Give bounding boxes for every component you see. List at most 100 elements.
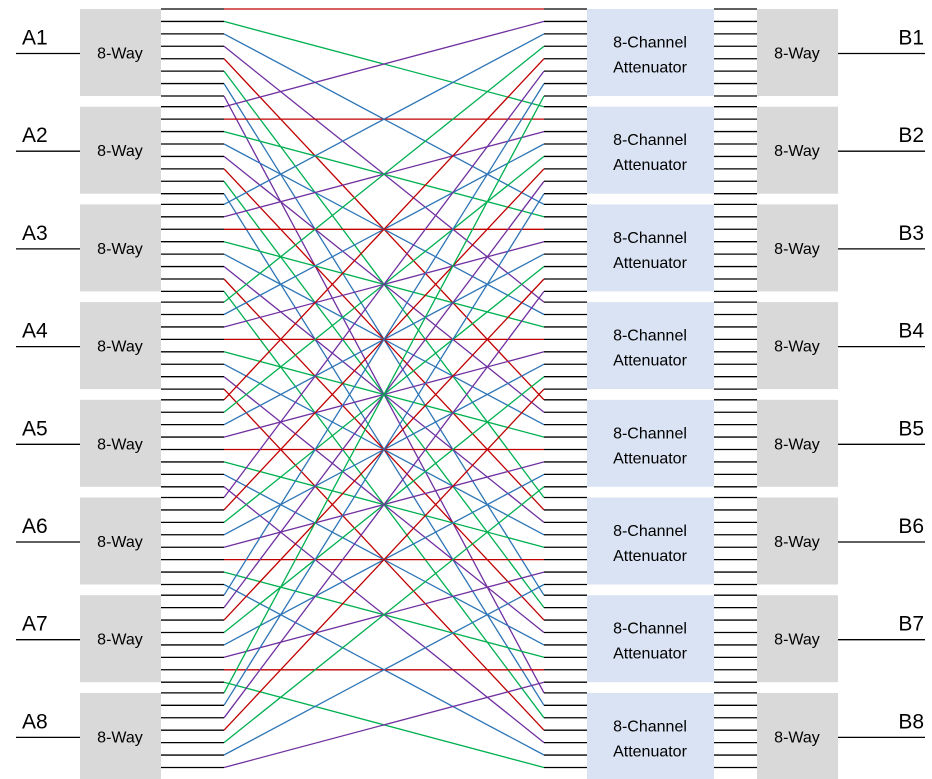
output-splitter-box [757,302,838,390]
interconnect-line [223,388,545,731]
output-port-label: B1 [898,27,924,50]
attenuator-label-line1: 8-Channel [613,35,687,52]
input-splitter-box [80,204,161,292]
input-splitter-box [80,302,161,390]
output-splitter-box [757,106,838,194]
input-splitter-label: 8-Way [97,534,143,551]
input-block: A5 8-Way [16,399,224,488]
attenuator-label-line1: 8-Channel [613,132,687,149]
attenuator-box [587,106,714,194]
input-splitter-label: 8-Way [97,729,143,746]
attenuator-label-line1: 8-Channel [613,718,687,735]
output-splitter-box [757,692,838,779]
interconnect-line [223,95,545,694]
input-block: A2 8-Way [16,106,224,195]
output-port-label: B3 [898,222,924,245]
attenuator-block: 8-Channel Attenuator [544,301,757,390]
output-splitter-box [757,595,838,683]
input-port-label: A2 [22,124,48,147]
output-splitter-label: 8-Way [774,729,820,746]
attenuator-label-line2: Attenuator [613,450,688,467]
interconnect-line [223,58,545,401]
output-splitter-box [757,497,838,585]
output-block: 8-Way B7 [757,595,925,683]
attenuator-label-line2: Attenuator [613,646,688,663]
attenuator-box [587,204,714,292]
attenuator-box [587,399,714,487]
output-block: 8-Way B1 [757,9,925,96]
input-block: A7 8-Way [16,594,224,683]
output-splitter-box [757,399,838,487]
interconnect-line [223,486,545,744]
output-splitter-label: 8-Way [774,632,820,649]
input-splitter-label: 8-Way [97,339,143,356]
attenuator-block: 8-Channel Attenuator [544,106,757,195]
input-port-label: A8 [22,710,48,733]
attenuator-column: 8-ChannelAttenuator8-ChannelAttenuator8-… [544,8,757,779]
interconnect-line [223,193,545,706]
input-port-label: A1 [22,27,48,50]
input-splitter-label: 8-Way [97,241,143,258]
attenuator-label-line2: Attenuator [613,548,688,565]
output-port-label: B8 [898,710,924,733]
interconnect-lines [223,8,545,769]
input-splitter-label: 8-Way [97,46,143,63]
input-block: A8 8-Way [16,692,224,779]
input-port-label: A5 [22,417,48,440]
attenuator-label-line2: Attenuator [613,60,688,77]
input-block: A4 8-Way [16,301,224,390]
attenuator-block: 8-Channel Attenuator [544,203,757,293]
interconnect-line [223,83,545,596]
output-block: 8-Way B4 [757,302,925,390]
input-splitter-box [80,595,161,683]
output-splitter-label: 8-Way [774,534,820,551]
input-port-label: A3 [22,222,48,245]
interconnect-line [223,583,545,756]
attenuator-block: 8-Channel Attenuator [544,692,757,779]
input-port-label: A6 [22,515,48,538]
input-splitter-box [80,692,161,779]
input-splitter-label: 8-Way [97,632,143,649]
interconnect-line [223,681,545,769]
output-splitter-box [757,9,838,96]
output-splitter-box [757,204,838,292]
input-splitter-label: 8-Way [97,143,143,160]
attenuator-label-line2: Attenuator [613,353,688,370]
interconnect-line [223,45,545,303]
output-port-label: B4 [898,320,924,343]
output-block: 8-Way B8 [757,692,925,779]
output-block: 8-Way B3 [757,204,925,292]
input-splitter-label: 8-Way [97,436,143,453]
attenuator-label-line1: 8-Channel [613,425,687,442]
input-splitter-box [80,106,161,194]
output-port-label: B2 [898,124,924,147]
attenuator-label-line1: 8-Channel [613,523,687,540]
interconnect-line [223,33,545,205]
output-splitter-label: 8-Way [774,339,820,356]
input-block: A3 8-Way [16,203,224,293]
attenuator-box [587,595,714,683]
input-splitter-box [80,9,161,96]
attenuator-label-line1: 8-Channel [613,328,687,345]
interconnect-line [223,20,545,108]
input-splitter-column: A1 8-Way A2 8-Way A3 8-Way A4 8-Way A5 8-Way A6 8-W… [16,8,224,779]
interconnect-line [223,70,545,498]
attenuator-label-line2: Attenuator [613,157,688,174]
output-block: 8-Way B2 [757,106,925,194]
attenuator-label-line2: Attenuator [613,743,688,760]
attenuator-label-line2: Attenuator [613,255,688,272]
attenuator-block: 8-Channel Attenuator [544,8,757,97]
output-port-label: B5 [898,417,924,440]
input-splitter-box [80,399,161,487]
output-splitter-label: 8-Way [774,436,820,453]
input-block: A1 8-Way [16,8,224,97]
output-splitter-column: 8-WayB18-WayB28-WayB38-WayB48-WayB58-Way… [757,9,925,779]
input-port-label: A4 [22,320,48,343]
attenuator-box [587,9,714,96]
attenuator-label-line1: 8-Channel [613,230,687,247]
attenuator-label-line1: 8-Channel [613,621,687,638]
output-port-label: B6 [898,515,924,538]
input-block: A6 8-Way [16,496,224,586]
output-splitter-label: 8-Way [774,143,820,160]
